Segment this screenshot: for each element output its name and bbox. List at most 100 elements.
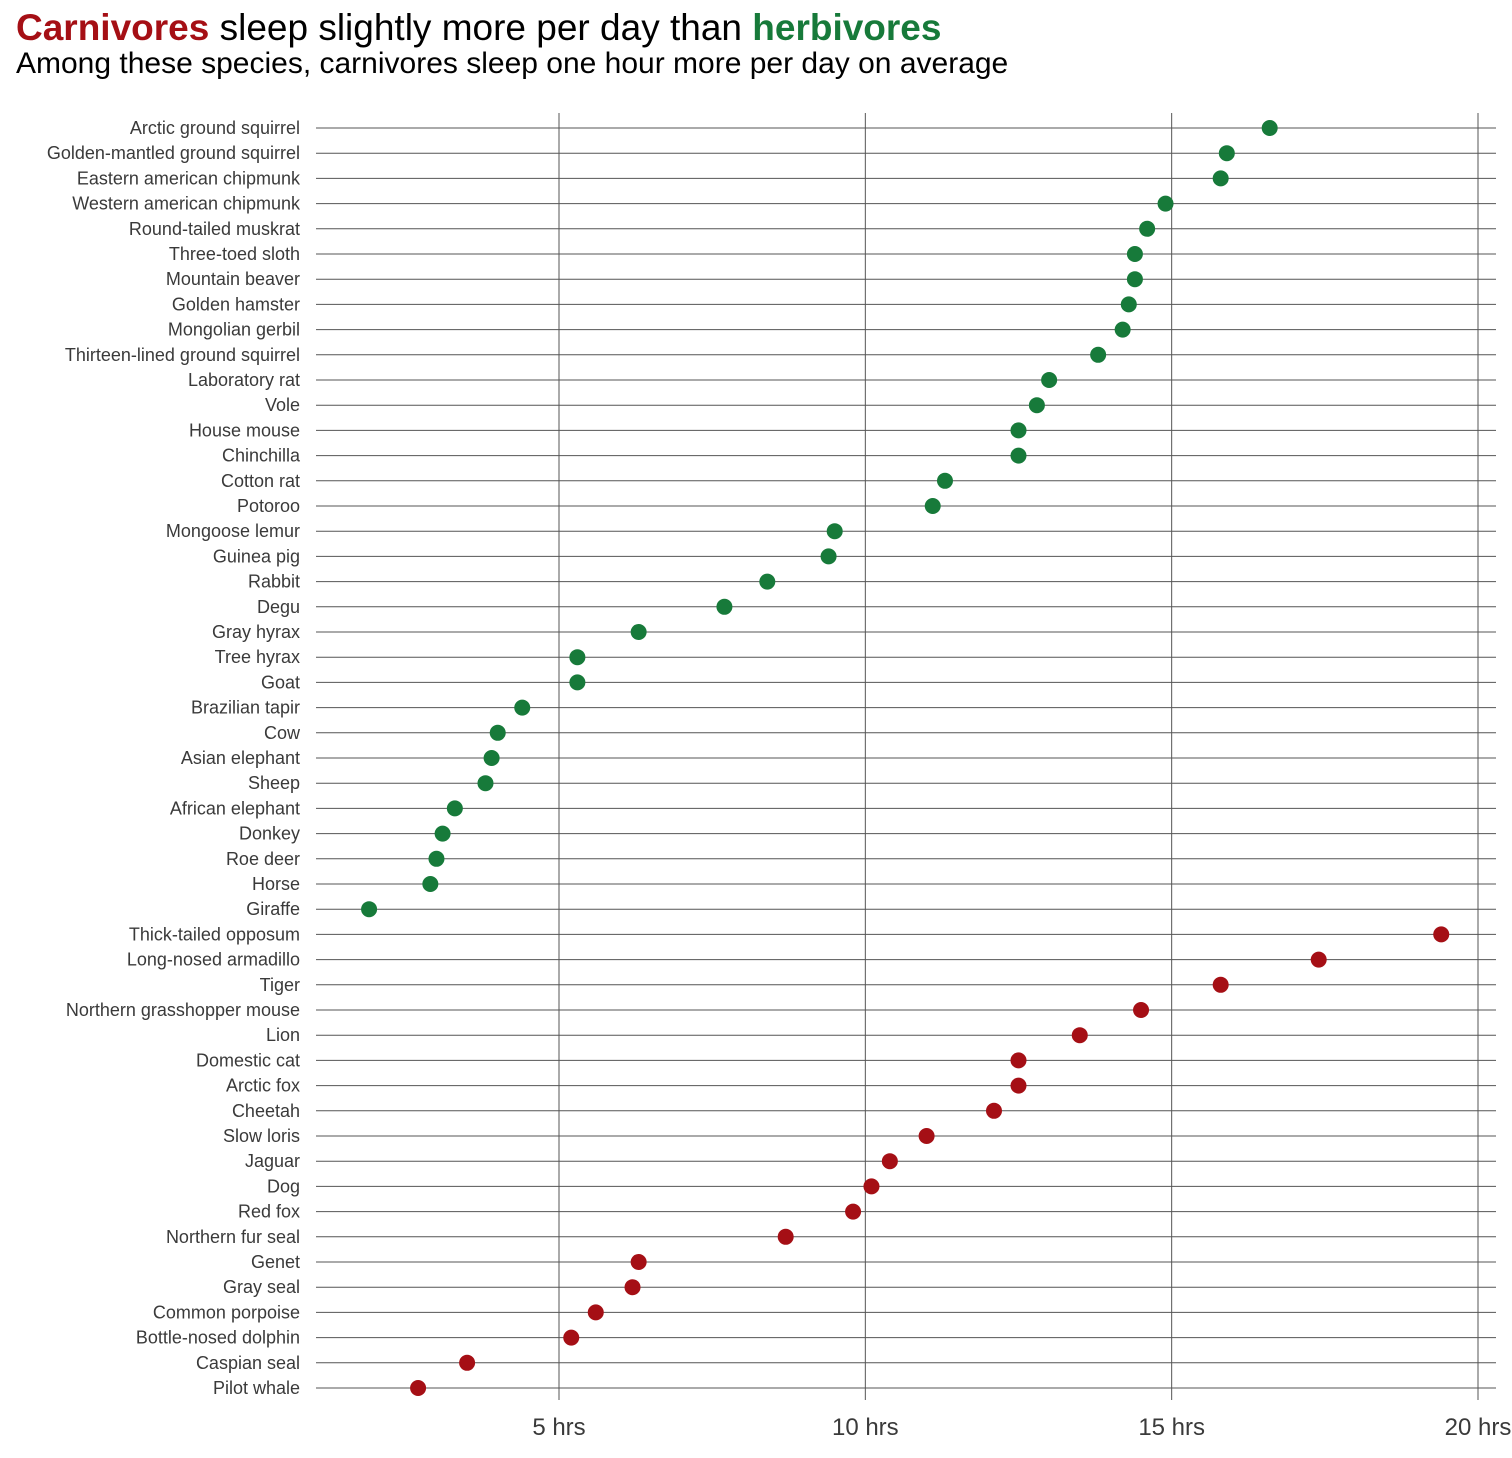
x-tick-label: 10 hrs <box>832 1414 899 1441</box>
data-point-herbivore <box>361 901 378 918</box>
data-point-carnivore <box>845 1203 862 1220</box>
y-tick-label: Lion <box>266 1025 300 1045</box>
y-tick-label: Roe deer <box>226 849 300 869</box>
y-tick-label: Brazilian tapir <box>191 698 300 718</box>
data-point-herbivore <box>1139 220 1156 237</box>
y-tick-label: Thick-tailed opposum <box>129 924 300 944</box>
y-tick-label: Chinchilla <box>222 446 301 466</box>
data-point-herbivore <box>489 724 506 741</box>
y-tick-label: Domestic cat <box>196 1050 300 1070</box>
y-tick-label: Western american chipmunk <box>72 194 301 214</box>
x-tick-label: 5 hrs <box>532 1414 585 1441</box>
data-point-herbivore <box>1090 346 1107 363</box>
y-tick-label: Vole <box>265 395 300 415</box>
data-point-carnivore <box>863 1178 880 1195</box>
y-tick-label: Tiger <box>260 975 300 995</box>
y-tick-label: Cheetah <box>232 1101 300 1121</box>
y-tick-label: Northern grasshopper mouse <box>66 1000 300 1020</box>
y-tick-label: Red fox <box>238 1202 300 1222</box>
y-tick-label: Asian elephant <box>181 748 300 768</box>
data-point-carnivore <box>918 1128 935 1144</box>
data-point-herbivore <box>716 598 733 615</box>
y-tick-label: Cotton rat <box>221 471 300 491</box>
y-tick-label: Sheep <box>248 773 300 793</box>
data-point-herbivore <box>428 850 445 867</box>
y-tick-label: Laboratory rat <box>188 370 300 390</box>
data-point-carnivore <box>1133 1002 1150 1018</box>
data-point-herbivore <box>569 674 586 691</box>
data-point-carnivore <box>410 1380 427 1396</box>
y-tick-label: Gray hyrax <box>212 622 300 642</box>
title-carnivores: Carnivores <box>16 7 210 48</box>
y-tick-label: Potoroo <box>237 496 300 516</box>
chart-title: Carnivores sleep slightly more per day t… <box>16 7 942 49</box>
data-point-carnivore <box>1433 926 1450 943</box>
y-tick-label: Golden-mantled ground squirrel <box>47 143 300 163</box>
data-point-carnivore <box>777 1228 794 1245</box>
data-point-herbivore <box>569 649 586 666</box>
data-point-carnivore <box>1071 1027 1088 1044</box>
data-point-herbivore <box>936 472 953 489</box>
title-middle: sleep slightly more per day than <box>209 7 753 48</box>
y-tick-label: Northern fur seal <box>166 1227 300 1247</box>
y-tick-label: Caspian seal <box>196 1353 300 1373</box>
y-tick-label: Jaguar <box>245 1151 300 1171</box>
data-point-herbivore <box>1010 422 1027 439</box>
y-tick-label: Degu <box>257 597 300 617</box>
y-tick-label: Dog <box>267 1176 300 1196</box>
y-tick-label: Arctic ground squirrel <box>130 118 300 138</box>
data-point-herbivore <box>759 573 776 590</box>
data-point-herbivore <box>1261 120 1278 136</box>
y-tick-label: Arctic fox <box>226 1076 300 1096</box>
y-tick-label: Golden hamster <box>172 294 300 314</box>
data-point-herbivore <box>826 523 843 540</box>
y-tick-label: Slow loris <box>223 1126 300 1146</box>
data-point-carnivore <box>1010 1077 1027 1094</box>
data-point-herbivore <box>514 699 531 716</box>
y-tick-label: Common porpoise <box>153 1302 300 1322</box>
y-tick-label: Rabbit <box>248 572 300 592</box>
title-herbivores: herbivores <box>752 7 942 48</box>
data-point-carnivore <box>1212 976 1229 993</box>
y-tick-label: Genet <box>251 1252 300 1272</box>
y-tick-label: Guinea pig <box>213 546 300 566</box>
data-point-carnivore <box>881 1153 898 1170</box>
data-point-herbivore <box>477 775 494 792</box>
data-point-herbivore <box>1114 321 1131 338</box>
y-tick-label: Mongolian gerbil <box>168 320 300 340</box>
y-tick-label: Pilot whale <box>213 1378 300 1398</box>
y-tick-label: Mountain beaver <box>166 269 300 289</box>
y-tick-label: House mouse <box>189 420 300 440</box>
data-point-carnivore <box>985 1102 1002 1119</box>
data-point-carnivore <box>630 1254 647 1270</box>
data-point-herbivore <box>434 825 451 842</box>
data-point-carnivore <box>1310 951 1327 968</box>
data-point-herbivore <box>422 876 439 892</box>
data-point-carnivore <box>563 1329 580 1346</box>
data-point-carnivore <box>624 1279 641 1296</box>
data-point-carnivore <box>459 1354 476 1371</box>
y-tick-label: African elephant <box>170 798 300 818</box>
y-tick-label: Goat <box>261 672 300 692</box>
data-point-herbivore <box>446 800 463 817</box>
y-tick-label: Thirteen-lined ground squirrel <box>65 345 300 365</box>
chart-subtitle: Among these species, carnivores sleep on… <box>16 47 1009 80</box>
data-point-herbivore <box>1028 397 1045 414</box>
data-point-herbivore <box>1212 170 1229 187</box>
y-tick-label: Eastern american chipmunk <box>77 168 301 188</box>
data-point-herbivore <box>630 624 647 640</box>
y-tick-label: Horse <box>252 874 300 894</box>
y-tick-label: Three-toed sloth <box>169 244 300 264</box>
data-point-herbivore <box>1010 447 1027 464</box>
y-tick-label: Round-tailed muskrat <box>129 219 300 239</box>
y-tick-label: Tree hyrax <box>215 647 300 667</box>
data-point-herbivore <box>1218 145 1235 162</box>
x-tick-label: 15 hrs <box>1138 1414 1205 1441</box>
y-tick-label: Bottle-nosed dolphin <box>136 1328 300 1348</box>
y-tick-label: Long-nosed armadillo <box>127 950 300 970</box>
y-tick-label: Mongoose lemur <box>166 521 300 541</box>
data-point-carnivore <box>1010 1052 1027 1069</box>
data-point-herbivore <box>1041 372 1058 388</box>
y-tick-label: Gray seal <box>223 1277 300 1297</box>
